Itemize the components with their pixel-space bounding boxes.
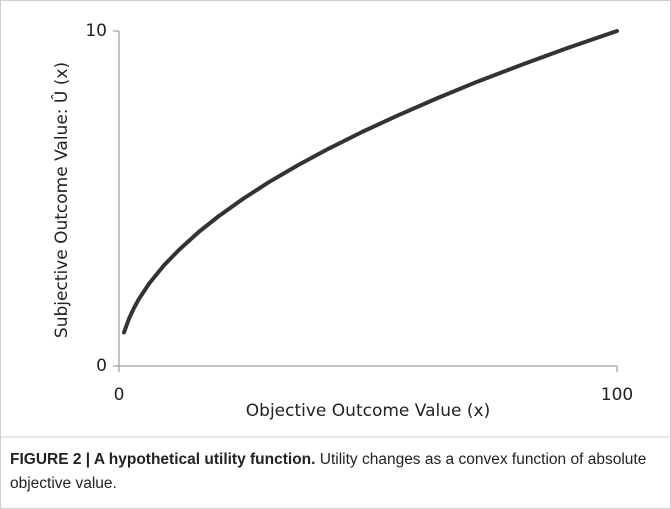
- caption-text: Utility changes as a convex function of …: [10, 451, 647, 492]
- y-tick-label: 10: [85, 21, 107, 41]
- x-tick-label: 0: [114, 385, 125, 405]
- x-axis-label: Objective Outcome Value (x): [246, 401, 490, 421]
- caption: FIGURE 2 | A hypothetical utility functi…: [10, 448, 660, 496]
- utility-curve: [121, 29, 619, 335]
- y-axis-label: Subjective Outcome Value: Û (x): [50, 62, 72, 338]
- y-tick-label: 0: [96, 356, 107, 376]
- x-tick-label: 100: [601, 385, 633, 405]
- caption-title: FIGURE 2 | A hypothetical utility functi…: [10, 451, 316, 468]
- chart: Objective Outcome Value (x) Subjective O…: [1, 21, 670, 438]
